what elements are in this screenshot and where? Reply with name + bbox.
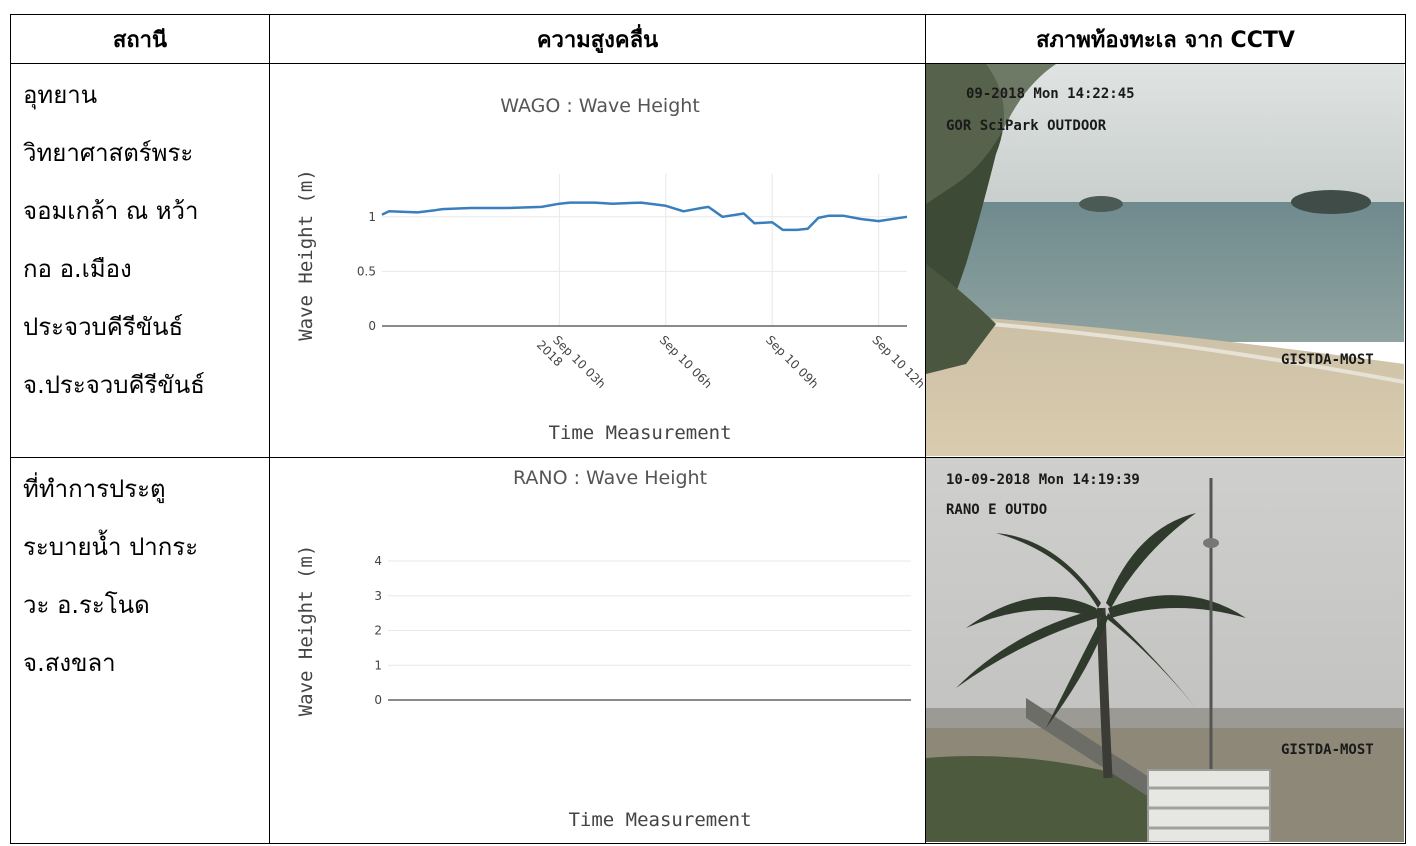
- y-axis-label: Wave Height (m): [295, 545, 317, 717]
- station-line: วะ อ.ระโนด: [23, 591, 150, 619]
- x-tick-text: Sep 10 09h: [763, 333, 821, 391]
- cctv-watermark: GISTDA-MOST: [1281, 742, 1374, 758]
- y-axis-label: Wave Height (m): [295, 169, 317, 341]
- station-line: จอมเกล้า ณ หว้า: [23, 197, 199, 225]
- header-station: สถานี: [10, 14, 270, 64]
- header-row: สถานี ความสูงคลื่น สภาพท้องทะเล จาก CCTV: [10, 14, 1406, 64]
- cctv-camera-label: RANO E OUTDO: [946, 502, 1047, 518]
- x-tick-label: Sep 10 12h: [869, 333, 924, 391]
- station-line: กอ อ.เมือง: [23, 255, 132, 283]
- cctv-watermark: GISTDA-MOST: [1281, 352, 1374, 368]
- chart-title: RANO : Wave Height: [513, 467, 707, 489]
- chart-title: WAGO : Wave Height: [500, 95, 700, 117]
- y-tick-label: 2: [374, 624, 382, 638]
- rano-wave-chart: RANO : Wave Height0123408:30Sep 10, 2018…: [295, 467, 911, 831]
- y-tick-label: 4: [374, 554, 382, 568]
- station-cell: อุทยาน วิทยาศาสตร์พระ จอมเกล้า ณ หว้า กอ…: [10, 63, 270, 458]
- table-row: ที่ทำการประตู ระบายน้ำ ปากระ วะ อ.ระโนด …: [10, 457, 1406, 844]
- series-line: [381, 201, 908, 232]
- x-tick-text: Sep 10 06h: [657, 333, 715, 391]
- cctv-image-wago: 09-2018 Mon 14:22:45 GOR SciPark OUTDOOR…: [926, 64, 1404, 456]
- station-line: อุทยาน: [23, 81, 98, 109]
- station-line: ประจวบคีรีขันธ์: [23, 313, 184, 341]
- wave-chart-cell: WAGO : Wave Height 0 0.5 1 Sep 10 03h 2018 Sep…: [269, 63, 926, 458]
- station-cell: ที่ทำการประตู ระบายน้ำ ปากระ วะ อ.ระโนด …: [10, 457, 270, 844]
- x-tick-text: Sep 10 12h: [869, 333, 924, 391]
- y-tick-label: 1: [368, 210, 376, 224]
- x-tick-label: Sep 10 06h: [657, 333, 715, 391]
- cctv-cell: 10-09-2018 Mon 14:19:39 RANO E OUTDO GIS…: [925, 457, 1406, 844]
- station-line: จ.ประจวบคีรีขันธ์: [23, 371, 205, 399]
- station-line: ระบายน้ำ ปากระ: [23, 533, 199, 561]
- y-tick-label: 0: [374, 693, 382, 707]
- cctv-image-rano: 10-09-2018 Mon 14:19:39 RANO E OUTDO GIS…: [926, 458, 1404, 842]
- wave-chart-cell: RANO : Wave Height0123408:30Sep 10, 2018…: [269, 457, 926, 844]
- station-line: ที่ทำการประตู: [23, 475, 166, 503]
- cctv-timestamp: 09-2018 Mon 14:22:45: [966, 86, 1135, 102]
- station-table: สถานี ความสูงคลื่น สภาพท้องทะเล จาก CCTV…: [10, 14, 1406, 844]
- y-tick-label: 0.5: [357, 264, 376, 278]
- y-tick-label: 3: [374, 589, 382, 603]
- station-line: วิทยาศาสตร์พระ: [23, 139, 194, 167]
- header-wave-height: ความสูงคลื่น: [269, 14, 926, 64]
- cctv-camera-label: GOR SciPark OUTDOOR: [946, 118, 1107, 134]
- header-sea-condition: สภาพท้องทะเล จาก CCTV: [925, 14, 1406, 64]
- table-row: อุทยาน วิทยาศาสตร์พระ จอมเกล้า ณ หว้า กอ…: [10, 63, 1406, 458]
- y-tick-label: 0: [368, 319, 376, 333]
- x-axis-label: Time Measurement: [548, 422, 731, 444]
- cctv-timestamp: 10-09-2018 Mon 14:19:39: [946, 472, 1140, 488]
- x-axis-label: Time Measurement: [568, 809, 751, 831]
- y-tick-label: 1: [374, 658, 382, 672]
- cctv-cell: 09-2018 Mon 14:22:45 GOR SciPark OUTDOOR…: [925, 63, 1406, 458]
- x-tick-label: Sep 10 09h: [763, 333, 821, 391]
- station-line: จ.สงขลา: [23, 649, 116, 677]
